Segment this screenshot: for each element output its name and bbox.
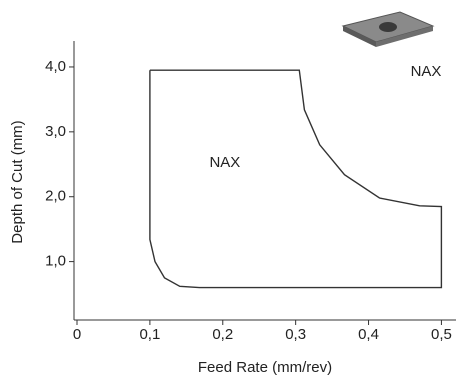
y-tick-label: 3,0 (45, 123, 66, 140)
y-axis-title: Depth of Cut (mm) (9, 120, 26, 243)
region-outline (149, 69, 443, 289)
y-tick-label: 4,0 (45, 58, 66, 75)
x-tick-label: 0 (73, 326, 81, 343)
insert-icon (341, 11, 435, 47)
region-label: NAX (209, 154, 240, 171)
insert-label: NAX (411, 63, 442, 80)
x-tick-label: 0,3 (285, 326, 306, 343)
x-tick-label: 0,1 (139, 326, 160, 343)
y-tick-label: 1,0 (45, 253, 66, 270)
x-tick-label: 0,2 (212, 326, 233, 343)
x-tick-label: 0,5 (431, 326, 452, 343)
y-tick-label: 2,0 (45, 188, 66, 205)
x-tick-label: 0,4 (358, 326, 379, 343)
x-axis-title: Feed Rate (mm/rev) (198, 359, 332, 376)
